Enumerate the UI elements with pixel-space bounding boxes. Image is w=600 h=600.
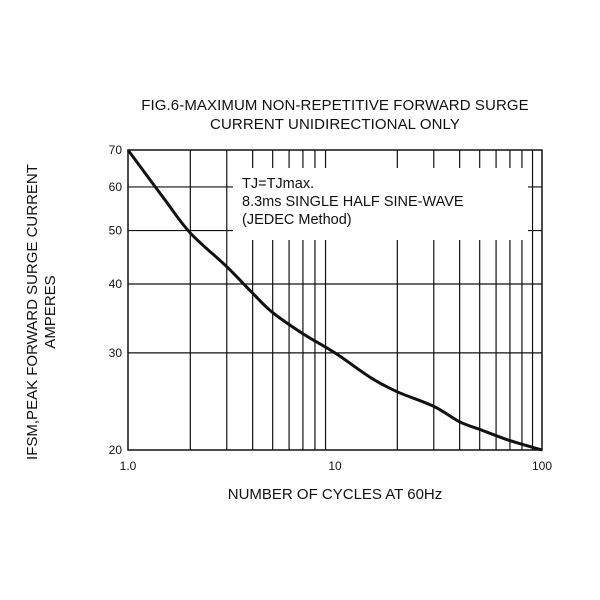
annotation-line-2: 8.3ms SINGLE HALF SINE-WAVE (242, 194, 464, 210)
x-tick-label: 10 (328, 459, 342, 473)
annotation-box (233, 168, 528, 240)
y-tick-label: 30 (109, 346, 123, 360)
x-axis-label: NUMBER OF CYCLES AT 60Hz (227, 486, 443, 503)
x-tick-label: 1.0 (120, 459, 137, 473)
y-tick-label: 40 (109, 277, 123, 291)
y-tick-label: 70 (109, 143, 123, 157)
y-tick-label: 20 (109, 443, 123, 457)
plot-frame (127, 149, 543, 451)
chart-title: FIG.6-MAXIMUM NON-REPETITIVE FORWARD SUR… (141, 97, 529, 114)
y-tick-label: 50 (109, 224, 123, 238)
annotation-line-3: (JEDEC Method) (242, 212, 352, 228)
annotation-line-1: TJ=TJmax. (242, 176, 315, 192)
x-tick-label: 100 (532, 459, 552, 473)
y-tick-label: 60 (109, 180, 123, 194)
tick-labels: 20 30 40 50 60 70 1.0 10 100 (109, 143, 553, 473)
series-line (126, 149, 543, 452)
chart-subtitle: CURRENT UNIDIRECTIONAL ONLY (210, 116, 460, 133)
